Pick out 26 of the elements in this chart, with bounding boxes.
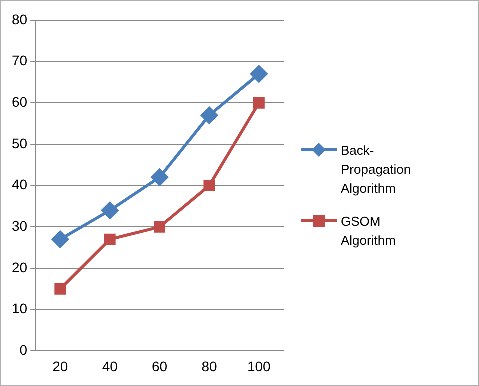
y-tick-label: 20 xyxy=(12,259,28,276)
x-tick-label: 100 xyxy=(247,358,272,374)
y-tick-label: 40 xyxy=(12,176,28,193)
y-tick-label: 70 xyxy=(12,52,28,69)
y-tick-label: 50 xyxy=(12,135,28,152)
point xyxy=(250,66,268,83)
x-tick-label: 20 xyxy=(52,358,68,374)
y-tick-label: 80 xyxy=(12,11,28,28)
point xyxy=(200,107,218,124)
point xyxy=(104,234,116,246)
x-tick-label: 40 xyxy=(102,358,118,374)
y-tick-label: 10 xyxy=(12,300,28,317)
y-tick-label: 60 xyxy=(12,94,28,110)
legend-label: GSOM Algorithm xyxy=(341,213,397,250)
point xyxy=(154,221,166,233)
point xyxy=(54,283,66,295)
point xyxy=(102,202,119,220)
y-tick-label: 0 xyxy=(20,342,28,358)
point xyxy=(253,97,265,109)
y-tick-label: 30 xyxy=(12,218,28,234)
point xyxy=(151,169,168,186)
point xyxy=(52,231,69,248)
x-tick-label: 60 xyxy=(152,358,168,374)
point xyxy=(204,180,216,192)
legend-label: Back-Propagation Algorithm xyxy=(341,142,412,198)
x-tick-label: 80 xyxy=(202,358,218,374)
